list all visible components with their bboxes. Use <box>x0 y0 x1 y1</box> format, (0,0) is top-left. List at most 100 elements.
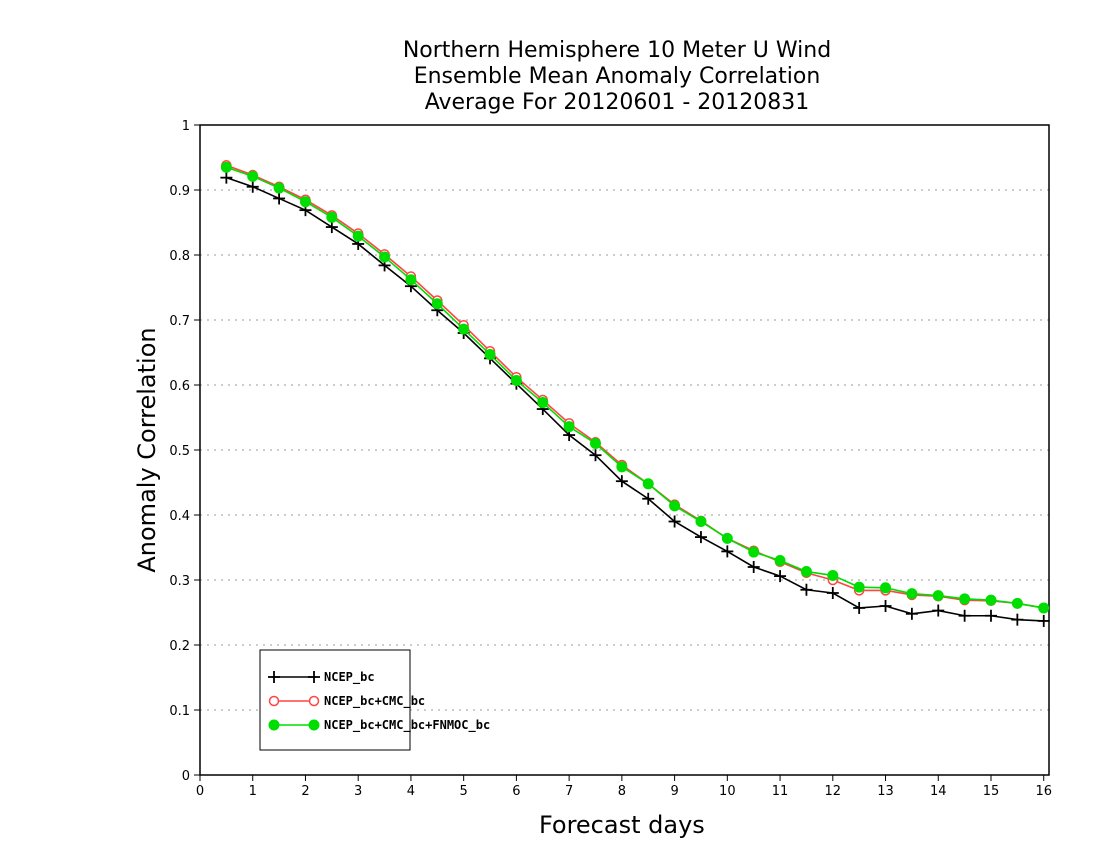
data-point <box>642 492 655 505</box>
data-point <box>984 609 997 622</box>
data-point <box>299 196 311 208</box>
title-line-2: Ensemble Mean Anomaly Correlation <box>414 64 821 89</box>
data-point <box>958 609 971 622</box>
chart-title: Northern Hemisphere 10 Meter U WindEnsem… <box>403 38 831 115</box>
data-point <box>721 532 733 544</box>
legend-marker <box>268 671 280 683</box>
y-tick-label: 0.5 <box>169 444 190 459</box>
x-tick-label: 10 <box>719 784 736 799</box>
data-point <box>405 274 417 286</box>
data-point <box>826 587 839 599</box>
data-point <box>273 192 286 205</box>
x-tick-label: 11 <box>772 784 789 799</box>
x-tick-label: 7 <box>565 784 573 799</box>
x-tick-label: 13 <box>877 784 894 799</box>
y-tick-label: 0.6 <box>169 379 190 394</box>
data-point <box>906 588 918 600</box>
y-tick-label: 0 <box>182 769 190 784</box>
data-point <box>616 461 628 473</box>
data-point <box>932 590 944 602</box>
data-point <box>853 581 865 593</box>
x-tick-label: 14 <box>930 784 947 799</box>
legend-label: NCEP_bc <box>324 670 375 685</box>
x-tick-label: 2 <box>301 784 309 799</box>
y-tick-label: 0.7 <box>169 314 190 329</box>
data-point <box>932 604 945 617</box>
data-point <box>774 555 786 566</box>
y-axis-label: Anomaly Correlation <box>133 327 161 572</box>
y-tick-label: 0.8 <box>169 249 190 264</box>
legend-item: NCEP_bc+CMC_bc+FNMOC_bc <box>268 718 490 733</box>
legend: NCEP_bc NCEP_bc+CMC_bc NCEP_bc+CMC_bc+FNMO… <box>259 649 490 751</box>
series-2 <box>221 160 1049 614</box>
data-point <box>747 561 760 573</box>
data-point <box>1011 597 1023 609</box>
x-tick-label: 3 <box>354 784 362 799</box>
x-tick-label: 8 <box>618 784 626 799</box>
legend-marker <box>268 695 280 707</box>
data-series <box>220 160 1050 627</box>
data-point <box>537 397 549 409</box>
data-point <box>827 569 839 581</box>
data-point <box>589 449 602 462</box>
x-tick-label: 15 <box>983 784 1000 799</box>
legend-item: NCEP_bc+CMC_bc <box>268 694 425 709</box>
x-axis-label: Forecast days <box>539 811 705 839</box>
y-tick-label: 1 <box>182 119 190 134</box>
data-point <box>220 161 232 173</box>
data-point <box>642 478 654 490</box>
data-point <box>695 516 707 527</box>
data-point <box>458 323 470 335</box>
x-tick-label: 0 <box>196 784 204 799</box>
series-line <box>226 166 1044 609</box>
legend-marker <box>308 719 320 731</box>
data-point <box>563 421 575 433</box>
data-point <box>694 531 707 544</box>
data-point <box>326 211 338 223</box>
data-point <box>484 348 496 360</box>
series-1 <box>220 171 1050 627</box>
x-tick-label: 5 <box>460 784 468 799</box>
series-line <box>226 164 1044 609</box>
data-point <box>800 566 812 578</box>
data-point <box>1011 613 1024 626</box>
title-line-3: Average For 20120601 - 20120831 <box>425 90 810 115</box>
data-point <box>246 180 259 193</box>
data-point <box>959 593 971 605</box>
data-point <box>905 607 918 620</box>
series-line <box>226 176 1044 622</box>
x-tick-label: 4 <box>407 784 415 799</box>
y-tick-label: 0.3 <box>169 574 190 589</box>
legend-marker <box>308 695 320 707</box>
data-point <box>431 298 443 310</box>
title-line-1: Northern Hemisphere 10 Meter U Wind <box>403 38 831 63</box>
x-tick-label: 16 <box>1035 784 1052 799</box>
data-point <box>879 600 892 612</box>
data-point <box>247 170 259 182</box>
data-point <box>510 374 522 386</box>
x-tick-label: 1 <box>249 784 257 799</box>
data-point <box>325 221 338 234</box>
data-point <box>774 570 787 583</box>
data-point <box>352 230 364 242</box>
legend-marker <box>268 719 280 731</box>
axis-ticks: 00.10.20.30.40.50.60.70.80.910 1 2 3 4 5 6 7 8 9 1… <box>169 119 1052 799</box>
data-point <box>669 500 681 512</box>
data-point <box>615 475 628 488</box>
legend-box <box>259 649 411 751</box>
series-3 <box>220 161 1050 614</box>
data-point <box>721 545 734 558</box>
data-point <box>220 171 233 184</box>
y-tick-label: 0.4 <box>169 509 190 524</box>
x-tick-label: 6 <box>512 784 520 799</box>
legend-label: NCEP_bc+CMC_bc <box>324 694 425 709</box>
data-point <box>985 594 997 606</box>
data-point <box>853 601 866 614</box>
y-tick-label: 0.9 <box>169 184 190 199</box>
x-tick-label: 9 <box>670 784 678 799</box>
legend-marker <box>308 671 320 683</box>
data-point <box>1037 614 1050 627</box>
data-point <box>379 251 391 263</box>
data-point <box>800 583 813 596</box>
